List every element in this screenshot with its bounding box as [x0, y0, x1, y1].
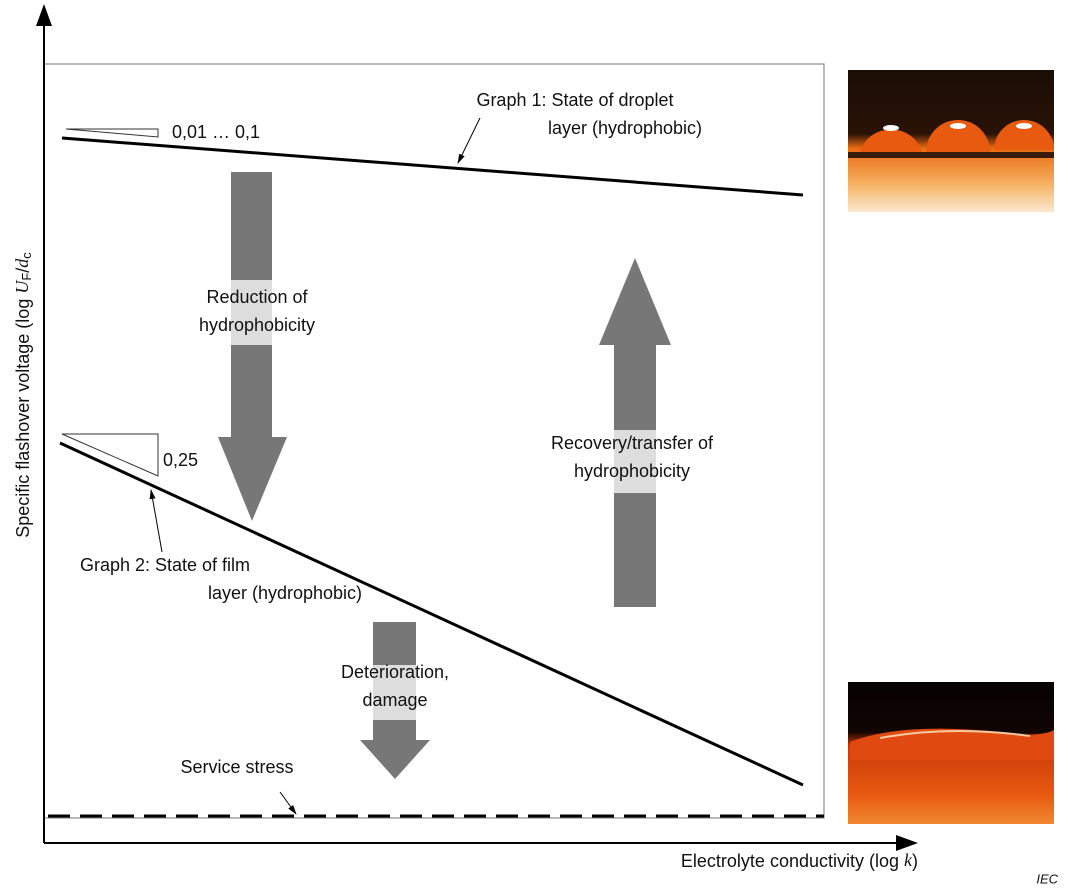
- graph-label: layer (hydrophobic): [548, 118, 702, 138]
- arrow-label: Deterioration,: [341, 662, 449, 682]
- x-axis-label: Electrolyte conductivity (log k): [681, 850, 918, 871]
- droplet-photo: [848, 70, 1054, 212]
- leader: [457, 117, 481, 164]
- arrow-deterioration: [360, 622, 430, 779]
- arrow-label: Reduction of: [206, 287, 308, 307]
- x-axis-arrow: [896, 835, 918, 851]
- graph-label: layer (hydrophobic): [208, 583, 362, 603]
- slope-label: 0,25: [163, 450, 198, 470]
- arrow-label: damage: [362, 690, 427, 710]
- graph-label: Graph 2: State of film: [80, 555, 250, 575]
- arrow-recovery: [599, 258, 671, 607]
- leader: [279, 791, 297, 815]
- arrow-label: hydrophobicity: [574, 461, 690, 481]
- y-axis-label: Specific flashover voltage (log UF/dc: [12, 252, 34, 538]
- graph-2-line: [59, 441, 804, 787]
- slope-label: 0,01 … 0,1: [172, 122, 260, 142]
- arrow-label: hydrophobicity: [199, 315, 315, 335]
- film-photo: [848, 682, 1054, 824]
- leader: [149, 489, 163, 553]
- y-axis-arrow: [36, 4, 52, 26]
- slope-triangle: [61, 433, 159, 477]
- slope-triangle: [65, 128, 159, 138]
- source: IEC: [1036, 871, 1058, 886]
- graph-1-line: [61, 136, 804, 197]
- graph-label: Graph 1: State of droplet: [476, 90, 673, 110]
- arrow-label: Recovery/transfer of: [551, 433, 714, 453]
- arrow-reduction: [218, 172, 287, 521]
- service-stress-label: Service stress: [180, 757, 293, 777]
